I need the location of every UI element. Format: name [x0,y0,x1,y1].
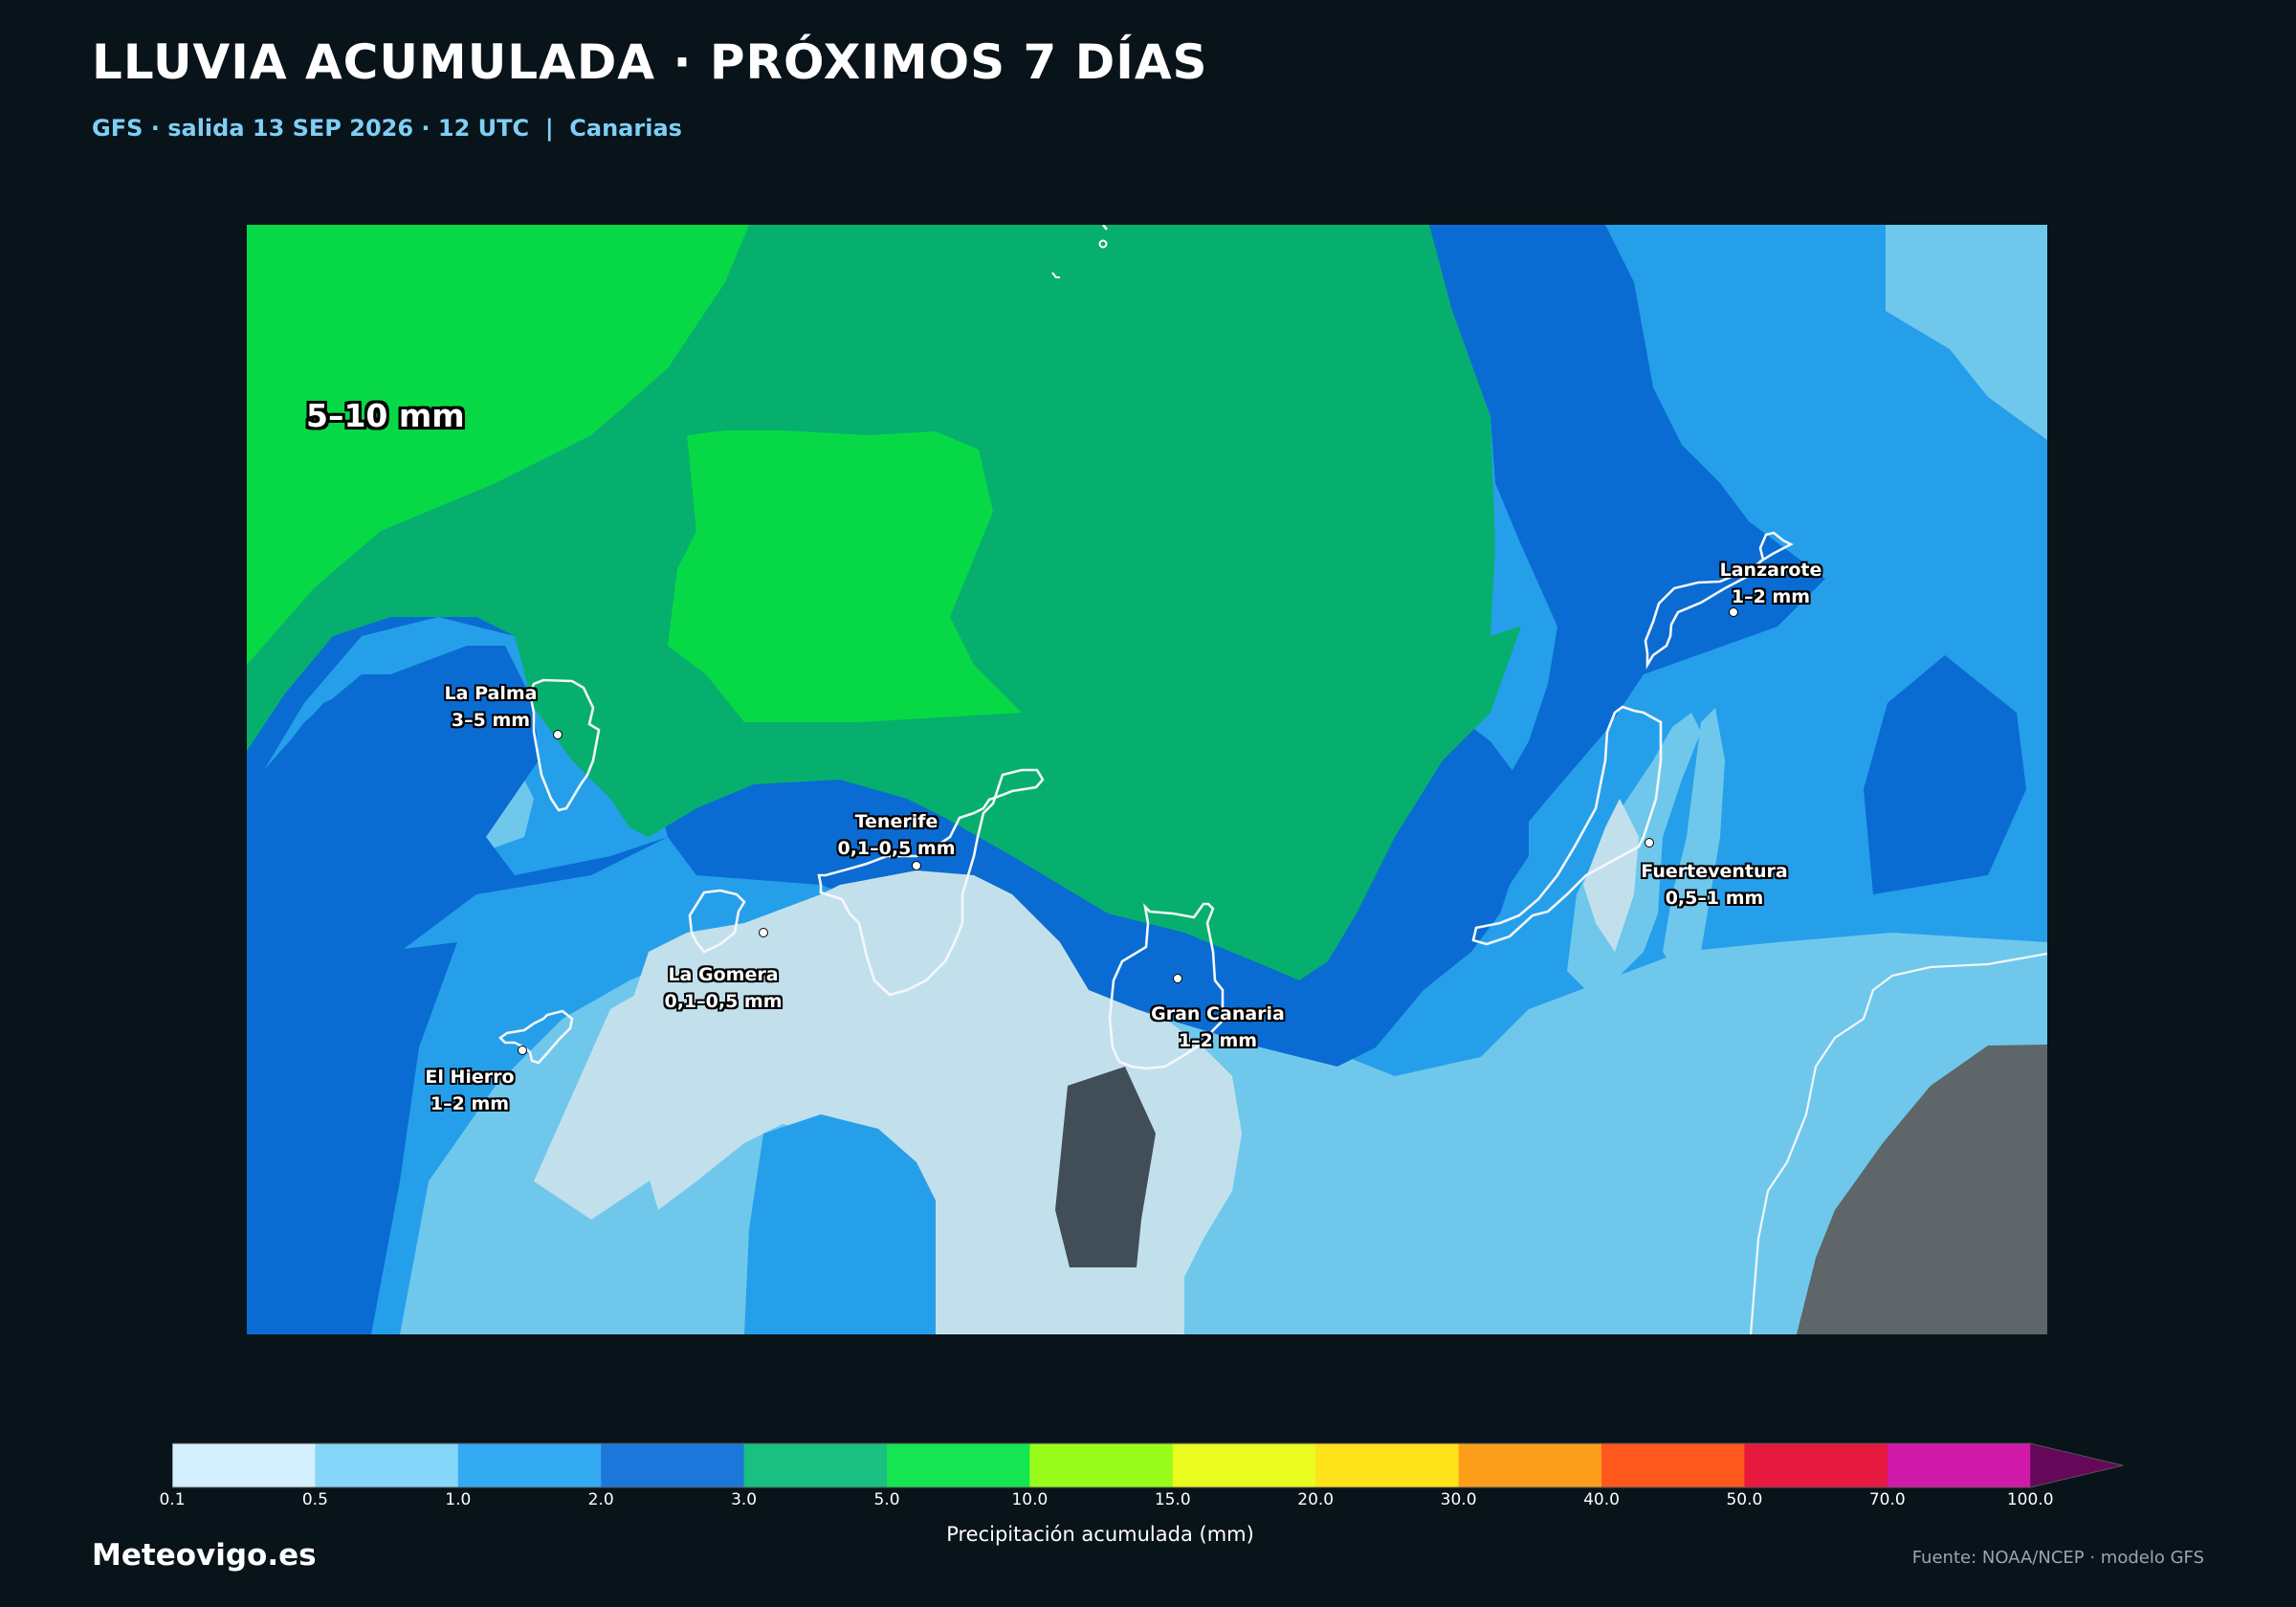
island-value: 0,1–0,5 mm [664,990,783,1012]
colorbar-tick-label: 40.0 [1583,1490,1620,1509]
island-name: El Hierro [425,1067,515,1088]
colorbar-swatch [1315,1443,1460,1487]
island-name: Tenerife [854,811,938,832]
colorbar-swatch [1601,1443,1745,1487]
colorbar-swatch [315,1443,459,1487]
label-lanzarote: Lanzarote 1–2 mm [1720,558,1822,610]
source-credit: Fuente: NOAA/NCEP · modelo GFS [1911,1548,2204,1568]
island-value: 1–2 mm [430,1092,510,1114]
chart-subtitle: GFS · salida 13 SEP 2026 · 12 UTC | Cana… [92,115,682,142]
island-name: La Gomera [668,964,779,985]
colorbar-tick-label: 15.0 [1154,1490,1191,1509]
colorbar-swatch [172,1443,316,1487]
colorbar-tick-label: 0.1 [159,1490,186,1509]
colorbar-swatch [601,1443,745,1487]
colorbar-swatch [743,1443,888,1487]
label-tenerife: Tenerife 0,1–0,5 mm [837,809,955,862]
colorbar-swatch [457,1443,602,1487]
island-value: 0,1–0,5 mm [837,837,956,859]
colorbar-tick-label: 5.0 [873,1490,900,1509]
colorbar-swatches [171,1442,2124,1488]
colorbar-tick-label: 20.0 [1297,1490,1335,1509]
colorbar-swatch [1458,1443,1602,1487]
colorbar-tick-label: 50.0 [1726,1490,1763,1509]
colorbar-tick-label: 100.0 [2006,1490,2054,1509]
label-el-hierro: El Hierro 1–2 mm [425,1065,514,1117]
island-name: Gran Canaria [1151,1003,1285,1024]
colorbar-tick-label: 1.0 [445,1490,472,1509]
colorbar-tick-label: 10.0 [1011,1490,1049,1509]
colorbar-swatch [1744,1443,1888,1487]
island-value: 0,5–1 mm [1665,887,1764,909]
colorbar-outline [171,1442,2124,1488]
colorbar-swatch [1172,1443,1316,1487]
island-value: 1–2 mm [1178,1029,1258,1051]
label-la-gomera: La Gomera 0,1–0,5 mm [664,962,782,1015]
colorbar-swatch [887,1443,1030,1487]
colorbar-extend-arrow [2030,1443,2124,1487]
colorbar-tick-label: 70.0 [1868,1490,1906,1509]
colorbar-label: Precipitación acumulada (mm) [946,1523,1254,1546]
island-value: 1–2 mm [1731,585,1811,607]
island-name: Fuerteventura [1641,861,1788,882]
island-name: La Palma [444,683,538,704]
chart-title: LLUVIA ACUMULADA · PRÓXIMOS 7 DÍAS [92,34,1208,90]
colorbar-swatch [1887,1443,2031,1487]
colorbar-tick-label: 30.0 [1440,1490,1477,1509]
colorbar-tick-label: 2.0 [587,1490,614,1509]
precipitation-contours [247,225,2047,1334]
colorbar-tick-label: 3.0 [731,1490,758,1509]
precipitation-map: 5–10 mm La Palma 3–5 mm Tenerife 0,1–0,5… [247,225,2047,1334]
brand-logo-text: Meteovigo.es [92,1538,317,1573]
label-la-palma: La Palma 3–5 mm [445,681,538,734]
label-gran-canaria: Gran Canaria 1–2 mm [1151,1002,1285,1054]
region-label: 5–10 mm [306,397,465,434]
colorbar [171,1442,2133,1492]
island-name: Lanzarote [1719,560,1822,581]
island-value: 3–5 mm [451,709,531,731]
label-fuerteventura: Fuerteventura 0,5–1 mm [1641,859,1787,912]
colorbar-tick-label: 0.5 [301,1490,328,1509]
colorbar-swatch [1029,1443,1174,1487]
